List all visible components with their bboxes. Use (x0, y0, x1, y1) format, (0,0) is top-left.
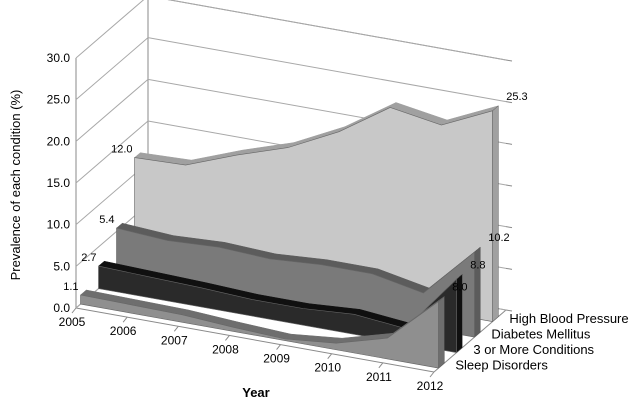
labels-layer: 0.0 5.0 10.0 15.0 20.0 25.0 30.0 2005 2006 2007 20… (47, 51, 629, 393)
series-axis-label: Diabetes Mellitus (491, 327, 590, 342)
series-last-value-label: 8.8 (470, 259, 485, 271)
side-wall-gridline (75, 0, 145, 59)
series-axis-label: High Blood Pressure (509, 311, 628, 326)
series-end-cap (438, 295, 445, 369)
side-wall-gridline (75, 78, 149, 142)
series-last-value-label: 10.2 (488, 232, 509, 244)
x-tick (225, 335, 230, 341)
y-axis-title: Prevalence of each condition (%) (8, 90, 23, 281)
x-tick (429, 371, 435, 378)
x-tick-label: 2005 (59, 315, 86, 329)
x-tick (276, 344, 281, 350)
series-sleep-disorders (79, 289, 445, 369)
x-tick (173, 325, 179, 332)
right-tick (505, 59, 513, 62)
y-tick-label: 15.0 (47, 176, 71, 190)
back-wall-gridline (167, 0, 507, 61)
y-tick-label: 5.0 (53, 259, 70, 273)
series-last-value-label: 8.0 (452, 281, 467, 293)
x-tick-label: 2008 (212, 342, 239, 356)
x-tick (122, 316, 128, 323)
right-tick (505, 309, 513, 312)
y-tick-label: 30.0 (47, 51, 71, 65)
x-tick (71, 307, 77, 314)
x-tick-label: 2006 (110, 324, 137, 338)
series-diabetes-mellitus (115, 222, 481, 338)
x-axis-line (75, 307, 435, 373)
x-axis-title: Year (242, 385, 269, 400)
side-wall-gridline (75, 120, 149, 184)
right-tick (505, 267, 513, 270)
x-tick-label: 2009 (263, 352, 290, 366)
y-tick-label: 25.0 (47, 93, 71, 107)
x-tick (378, 362, 384, 369)
side-wall-gridline (75, 37, 149, 101)
series-end-cap (492, 105, 499, 323)
back-wall-gridline (147, 37, 507, 103)
right-tick (505, 226, 513, 229)
series-first-value-label: 1.1 (63, 281, 78, 293)
y-tick-label: 20.0 (47, 134, 71, 148)
y-tick-label: 10.0 (47, 218, 71, 232)
series-first-value-label: 12.0 (111, 144, 132, 156)
series-first-value-label: 5.4 (99, 214, 114, 226)
series-last-value-label: 25.3 (506, 91, 527, 103)
series-front-face (80, 294, 439, 369)
right-tick (505, 101, 513, 104)
x-tick-label: 2012 (417, 379, 444, 393)
x-tick-label: 2011 (366, 370, 392, 384)
series-axis-label: 3 or More Conditions (473, 342, 594, 357)
y-tick-label: 0.0 (53, 301, 70, 315)
series-layer (79, 102, 499, 369)
x-tick-label: 2010 (314, 361, 341, 375)
series-first-value-label: 2.7 (81, 252, 96, 264)
right-tick (505, 142, 513, 145)
x-tick (327, 353, 333, 360)
x-tick-label: 2007 (161, 333, 188, 347)
right-tick (505, 184, 513, 187)
series-axis-label: Sleep Disorders (455, 358, 548, 373)
series-front-face (98, 265, 457, 353)
back-wall-top-edge (167, 0, 507, 61)
